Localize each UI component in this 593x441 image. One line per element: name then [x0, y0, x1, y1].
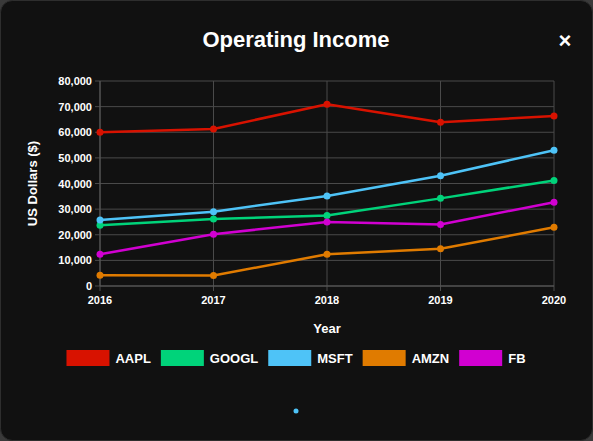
- x-tick-label: 2019: [428, 294, 452, 306]
- y-tick-label: 50,000: [58, 152, 92, 164]
- title: Operating Income: [202, 27, 389, 52]
- point: [324, 101, 331, 108]
- point: [324, 193, 331, 200]
- point: [551, 147, 558, 154]
- y-tick: [95, 183, 100, 184]
- point: [551, 199, 558, 206]
- x-tick: [213, 286, 214, 291]
- point: [97, 129, 104, 136]
- chart-svg: Operating Income × 0 10,000 20,000 30,000 40,0…: [0, 0, 593, 441]
- y-tick-label: 20,000: [58, 229, 92, 241]
- point: [437, 221, 444, 228]
- point: [324, 251, 331, 258]
- point: [551, 177, 558, 184]
- legend-label: GOOGL: [210, 351, 258, 366]
- x-tick-label: 2020: [542, 294, 566, 306]
- point: [551, 224, 558, 231]
- point: [97, 216, 104, 223]
- y-tick-label: 0: [86, 280, 92, 292]
- y-tick: [95, 157, 100, 158]
- legend-swatch: [268, 350, 311, 366]
- y-tick-label: 40,000: [58, 178, 92, 190]
- point: [210, 216, 217, 223]
- legend-label: FB: [508, 351, 525, 366]
- y-tick-label: 30,000: [58, 203, 92, 215]
- legend-label: AMZN: [412, 351, 450, 366]
- x-tick-label: 2017: [201, 294, 225, 306]
- y-grid-line: [100, 286, 554, 287]
- y-tick: [95, 286, 100, 287]
- x-tick-label: 2016: [88, 294, 112, 306]
- x-tick: [327, 286, 328, 291]
- point: [437, 245, 444, 252]
- y-tick-label: 60,000: [58, 126, 92, 138]
- y-tick-label: 10,000: [58, 254, 92, 266]
- point: [324, 212, 331, 219]
- card: [1, 1, 593, 441]
- x-axis-title: Year: [313, 321, 340, 336]
- close-button[interactable]: ×: [559, 28, 572, 53]
- page-indicator: [294, 409, 299, 414]
- legend-swatch: [459, 350, 502, 366]
- point: [551, 113, 558, 120]
- point: [210, 208, 217, 215]
- legend-swatch: [66, 350, 109, 366]
- grid: [95, 81, 554, 291]
- point: [437, 195, 444, 202]
- point: [324, 218, 331, 225]
- legend-swatch: [161, 350, 204, 366]
- series-line: [100, 104, 554, 132]
- x-tick-label: 2018: [315, 294, 339, 306]
- x-tick: [554, 286, 555, 291]
- series-line: [100, 202, 554, 254]
- point: [210, 231, 217, 238]
- legend-swatch: [363, 350, 406, 366]
- x-tick: [100, 286, 101, 291]
- point: [210, 125, 217, 132]
- point: [97, 272, 104, 279]
- x-grid-line: [440, 81, 441, 286]
- x-grid-line: [213, 81, 214, 286]
- legend: AAPL GOOGL MSFT AMZN FB: [66, 350, 525, 366]
- series-group: [97, 101, 558, 279]
- y-tick-label: 70,000: [58, 101, 92, 113]
- x-tick: [440, 286, 441, 291]
- point: [437, 119, 444, 126]
- y-axis-title: US Dollars ($): [25, 141, 40, 226]
- point: [437, 172, 444, 179]
- series-line: [100, 150, 554, 220]
- y-tick: [95, 234, 100, 235]
- point: [210, 272, 217, 279]
- legend-label: AAPL: [115, 351, 150, 366]
- y-tick: [95, 209, 100, 210]
- y-tick: [95, 260, 100, 261]
- y-tick-label: 80,000: [58, 75, 92, 87]
- series-line: [100, 180, 554, 225]
- legend-label: MSFT: [317, 351, 352, 366]
- y-tick: [95, 81, 100, 82]
- point: [97, 251, 104, 258]
- x-axis-line: [100, 286, 554, 287]
- series-line: [100, 227, 554, 275]
- y-tick: [95, 106, 100, 107]
